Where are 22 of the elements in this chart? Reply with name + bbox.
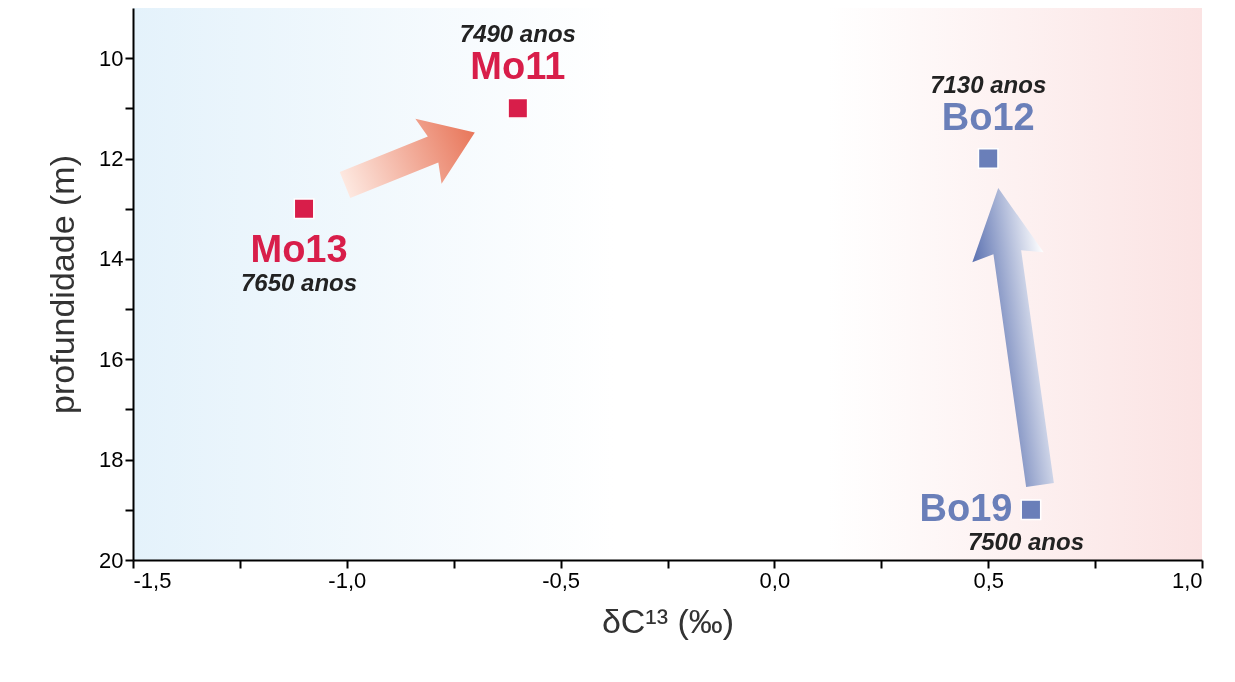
x-axis-title: δC¹³ (‰)	[601, 601, 735, 640]
x-tick-label: -0,5	[542, 567, 581, 593]
y-axis-title: profundidade (m)	[43, 155, 82, 414]
x-tick-label: 1,0	[1171, 567, 1203, 593]
annotation: 7500 anos	[967, 527, 1084, 555]
series-label: Mo13	[250, 227, 348, 270]
y-tick-label: 10	[99, 45, 124, 71]
y-tick-label: 20	[99, 547, 124, 573]
x-tick-label: -1,0	[328, 567, 367, 593]
y-tick-label: 12	[99, 146, 124, 172]
x-tick-label: 0,5	[973, 567, 1004, 593]
annotation: 7650 anos	[241, 268, 358, 296]
y-tick-label: 16	[99, 346, 124, 372]
series-label: Mo11	[470, 45, 566, 88]
annotation: 7490 anos	[459, 20, 576, 48]
series-label: Bo19	[919, 486, 1013, 529]
y-tick-label: 18	[99, 447, 124, 473]
series-label: Bo12	[941, 95, 1035, 138]
x-tick-label: -1,5	[133, 567, 172, 593]
y-tick-label: 14	[99, 246, 124, 272]
annotation: 7130 anos	[930, 70, 1047, 98]
x-tick-label: 0,0	[759, 567, 791, 593]
